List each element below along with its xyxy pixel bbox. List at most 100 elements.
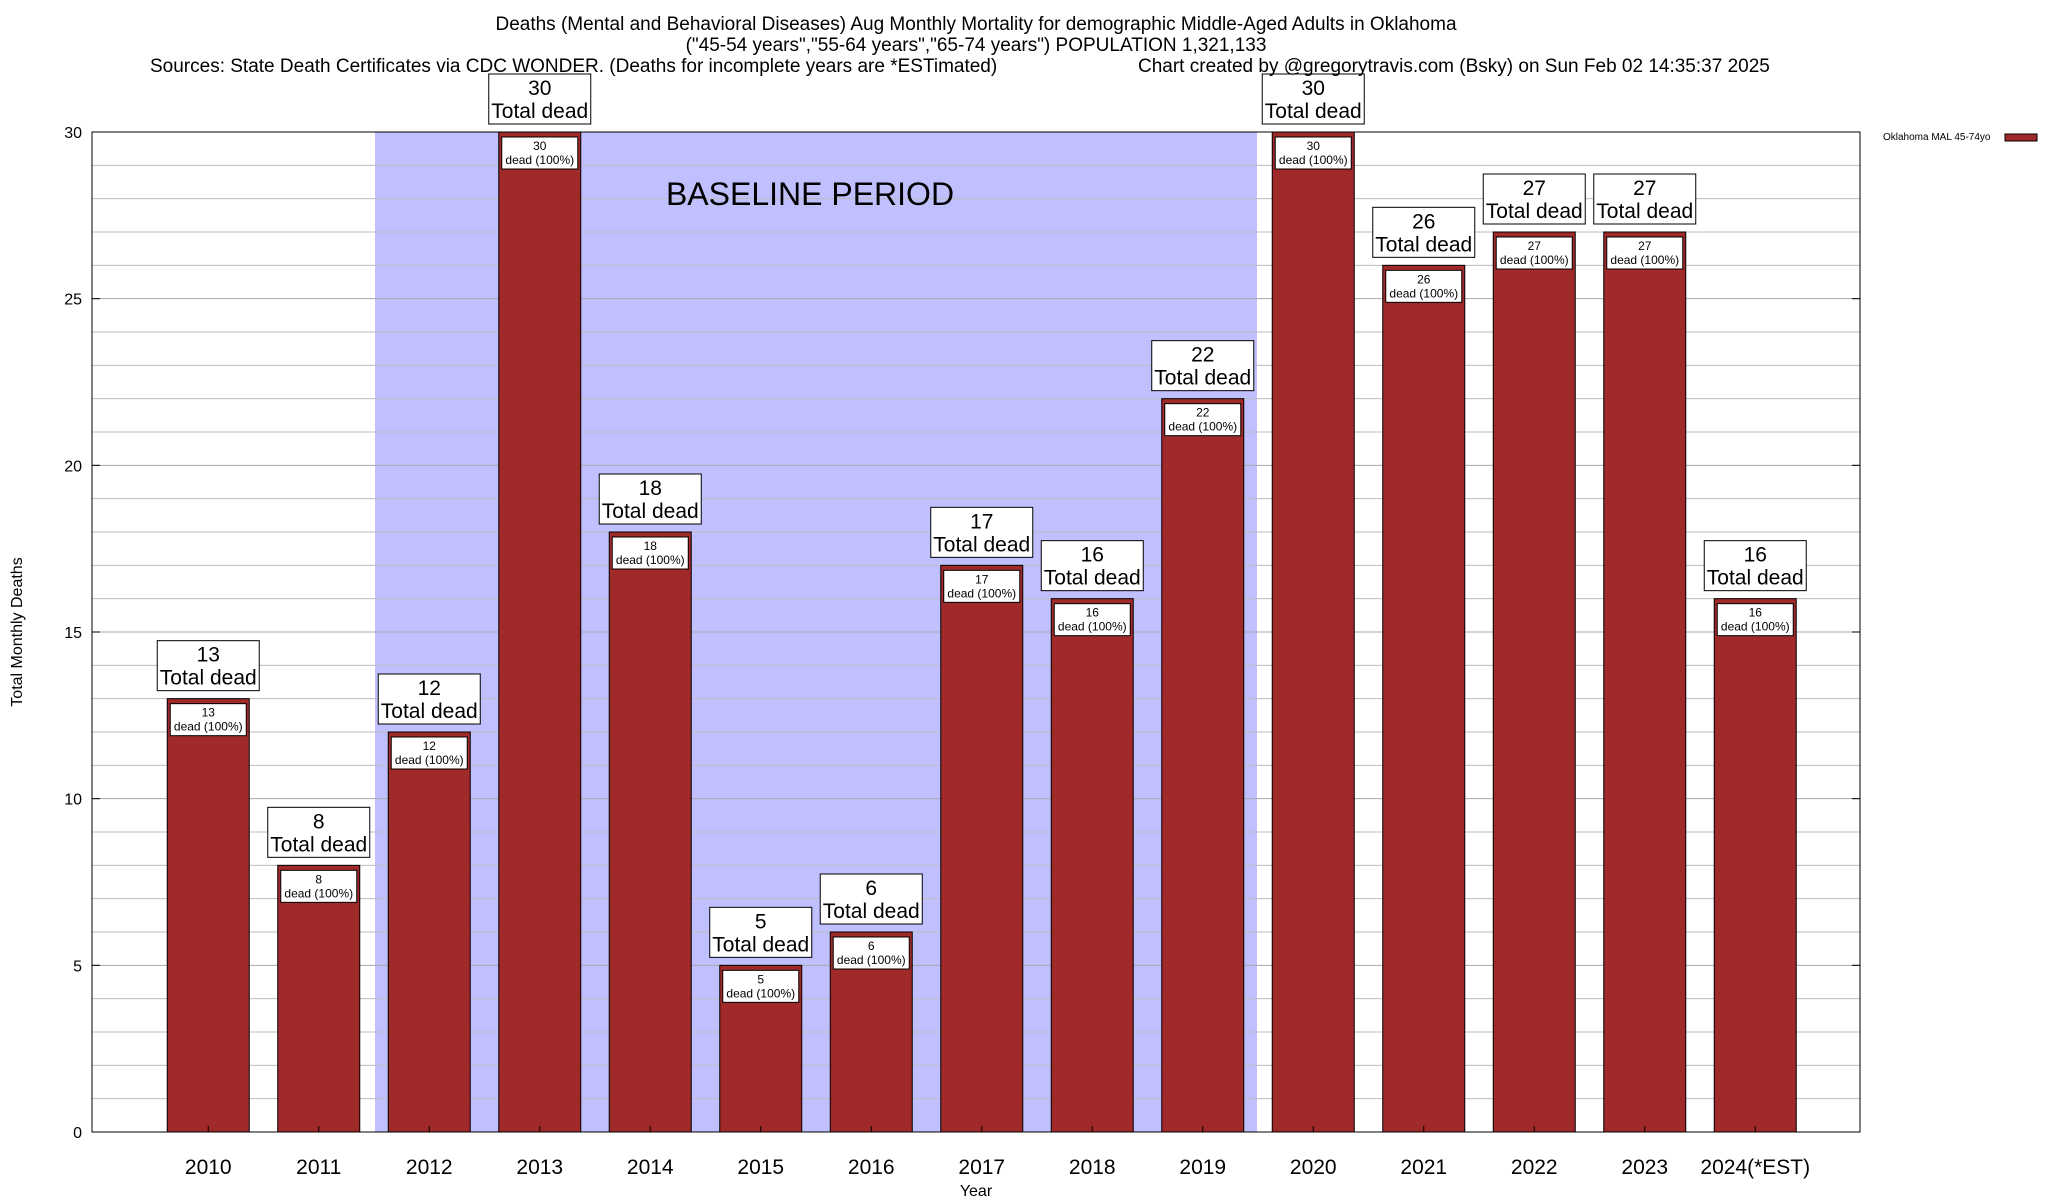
inner-dead-label: dead (100%) bbox=[1500, 253, 1569, 267]
inner-dead-label: dead (100%) bbox=[284, 886, 353, 900]
inner-dead-label: dead (100%) bbox=[1389, 286, 1458, 300]
top-total-dead-label: Total dead bbox=[491, 100, 588, 123]
x-tick-label: 2015 bbox=[737, 1156, 784, 1179]
inner-label-box bbox=[611, 536, 689, 570]
top-value-label: 30 bbox=[528, 77, 551, 100]
inner-label-box bbox=[1385, 269, 1463, 303]
chart-credit: Chart created by @gregorytravis.com (Bsk… bbox=[1138, 56, 1770, 77]
top-value-label: 27 bbox=[1523, 177, 1546, 200]
top-label-box bbox=[1593, 173, 1697, 225]
top-label-box bbox=[1372, 206, 1476, 258]
y-axis-label: Total Monthly Deaths bbox=[9, 557, 26, 706]
top-total-dead-label: Total dead bbox=[1486, 200, 1583, 223]
legend-swatch bbox=[2004, 133, 2038, 142]
top-label-box bbox=[377, 673, 481, 725]
inner-value-label: 16 bbox=[1086, 606, 1100, 620]
top-total-dead-label: Total dead bbox=[1596, 200, 1693, 223]
top-value-label: 27 bbox=[1633, 177, 1656, 200]
y-tick-label: 15 bbox=[64, 625, 82, 642]
x-tick-label: 2021 bbox=[1400, 1156, 1447, 1179]
top-value-label: 16 bbox=[1081, 544, 1104, 567]
bar bbox=[166, 698, 250, 1133]
y-tick-label: 5 bbox=[73, 958, 82, 975]
inner-value-label: 16 bbox=[1749, 606, 1763, 620]
inner-value-label: 22 bbox=[1196, 406, 1210, 420]
chart-title: Deaths (Mental and Behavioral Diseases) … bbox=[495, 14, 1456, 35]
bar bbox=[1603, 231, 1687, 1133]
inner-value-label: 27 bbox=[1528, 239, 1542, 253]
x-tick-label: 2017 bbox=[958, 1156, 1005, 1179]
inner-dead-label: dead (100%) bbox=[837, 953, 906, 967]
inner-dead-label: dead (100%) bbox=[1610, 253, 1679, 267]
bar bbox=[1271, 131, 1355, 1133]
bar bbox=[1713, 598, 1797, 1133]
top-value-label: 6 bbox=[865, 877, 877, 900]
top-label-box bbox=[488, 73, 592, 125]
chart-sources: Sources: State Death Certificates via CD… bbox=[150, 56, 997, 77]
x-tick-label: 2013 bbox=[516, 1156, 563, 1179]
bar bbox=[1161, 398, 1245, 1133]
top-value-label: 12 bbox=[418, 677, 441, 700]
x-axis-label: Year bbox=[960, 1183, 993, 1200]
bar bbox=[277, 864, 361, 1133]
top-label-box bbox=[598, 473, 702, 525]
inner-value-label: 27 bbox=[1638, 239, 1652, 253]
inner-dead-label: dead (100%) bbox=[1058, 620, 1127, 634]
x-tick-label: 2024(*EST) bbox=[1700, 1156, 1810, 1179]
inner-label-box bbox=[169, 703, 247, 737]
inner-dead-label: dead (100%) bbox=[726, 986, 795, 1000]
inner-value-label: 26 bbox=[1417, 272, 1431, 286]
top-total-dead-label: Total dead bbox=[602, 500, 699, 523]
top-label-box bbox=[1482, 173, 1586, 225]
chart-subtitle: ("45-54 years","55-64 years","65-74 year… bbox=[686, 35, 1267, 56]
top-value-label: 17 bbox=[970, 510, 993, 533]
top-label-box bbox=[930, 506, 1034, 558]
inner-label-box bbox=[280, 869, 358, 903]
inner-value-label: 13 bbox=[202, 706, 216, 720]
top-total-dead-label: Total dead bbox=[381, 700, 478, 723]
top-label-box bbox=[1261, 73, 1365, 125]
inner-dead-label: dead (100%) bbox=[1279, 153, 1348, 167]
top-value-label: 30 bbox=[1302, 77, 1325, 100]
bar bbox=[1492, 231, 1576, 1133]
inner-value-label: 30 bbox=[1307, 139, 1321, 153]
x-tick-label: 2023 bbox=[1621, 1156, 1668, 1179]
inner-label-box bbox=[943, 569, 1021, 603]
top-total-dead-label: Total dead bbox=[270, 833, 367, 856]
top-total-dead-label: Total dead bbox=[160, 667, 257, 690]
y-tick-label: 30 bbox=[64, 125, 82, 142]
top-total-dead-label: Total dead bbox=[1707, 567, 1804, 590]
top-value-label: 18 bbox=[639, 477, 662, 500]
bar bbox=[1382, 264, 1466, 1133]
x-tick-label: 2018 bbox=[1069, 1156, 1116, 1179]
bar bbox=[608, 531, 692, 1133]
inner-label-box bbox=[390, 736, 468, 770]
top-label-box bbox=[1703, 540, 1807, 592]
top-total-dead-label: Total dead bbox=[1154, 367, 1251, 390]
top-label-box bbox=[709, 906, 813, 958]
top-total-dead-label: Total dead bbox=[1375, 233, 1472, 256]
bar bbox=[1050, 598, 1134, 1133]
top-value-label: 16 bbox=[1744, 544, 1767, 567]
top-total-dead-label: Total dead bbox=[1265, 100, 1362, 123]
legend-label: Oklahoma MAL 45-74yo bbox=[1883, 132, 1991, 143]
x-tick-label: 2020 bbox=[1290, 1156, 1337, 1179]
top-label-box bbox=[156, 640, 260, 692]
bar bbox=[387, 731, 471, 1133]
inner-value-label: 17 bbox=[975, 572, 989, 586]
inner-label-box bbox=[1495, 236, 1573, 270]
inner-value-label: 6 bbox=[868, 939, 875, 953]
inner-dead-label: dead (100%) bbox=[174, 720, 243, 734]
inner-dead-label: dead (100%) bbox=[395, 753, 464, 767]
x-tick-label: 2012 bbox=[406, 1156, 453, 1179]
inner-dead-label: dead (100%) bbox=[947, 586, 1016, 600]
bar bbox=[498, 131, 582, 1133]
y-tick-label: 25 bbox=[64, 292, 82, 309]
top-value-label: 22 bbox=[1191, 344, 1214, 367]
top-value-label: 13 bbox=[197, 644, 220, 667]
inner-value-label: 5 bbox=[757, 972, 764, 986]
top-label-box bbox=[1040, 540, 1144, 592]
inner-label-box bbox=[722, 969, 800, 1003]
y-tick-label: 10 bbox=[64, 792, 82, 809]
